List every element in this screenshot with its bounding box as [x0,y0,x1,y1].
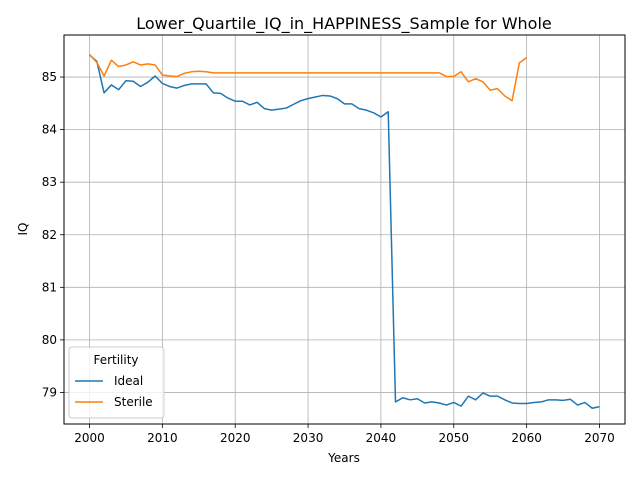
x-tick-label: 2030 [293,431,324,445]
y-axis-ticks: 79 80 81 82 83 84 85 [42,70,64,399]
legend-box [68,346,165,419]
y-axis-label: IQ [16,223,30,236]
y-tick-label: 85 [42,70,57,84]
y-tick-label: 79 [42,385,57,399]
x-axis-ticks: 2000 2010 2020 2030 2040 2050 2060 2070 [74,424,615,445]
legend-label-sterile: Sterile [114,395,153,409]
x-tick-label: 2010 [147,431,178,445]
series-line-ideal [89,54,600,409]
y-tick-label: 82 [42,228,57,242]
y-tick-label: 83 [42,175,57,189]
x-axis-label: Years [327,451,360,465]
legend-label-ideal: Ideal [114,374,143,388]
x-tick-label: 2040 [366,431,397,445]
x-tick-label: 2000 [74,431,105,445]
y-tick-label: 81 [42,280,57,294]
x-tick-label: 2050 [439,431,470,445]
x-tick-label: 2070 [584,431,615,445]
y-tick-label: 80 [42,333,57,347]
legend: Fertility Ideal Sterile [68,346,165,419]
series-layer [88,53,600,409]
series-line-sterile [88,53,528,102]
x-tick-label: 2020 [220,431,251,445]
y-tick-label: 84 [42,123,57,137]
plot-frame [63,34,626,425]
chart-title: Lower_Quartile_IQ_in_HAPPINESS_Sample fo… [136,14,552,34]
x-tick-label: 2060 [511,431,542,445]
legend-title: Fertility [93,353,138,367]
